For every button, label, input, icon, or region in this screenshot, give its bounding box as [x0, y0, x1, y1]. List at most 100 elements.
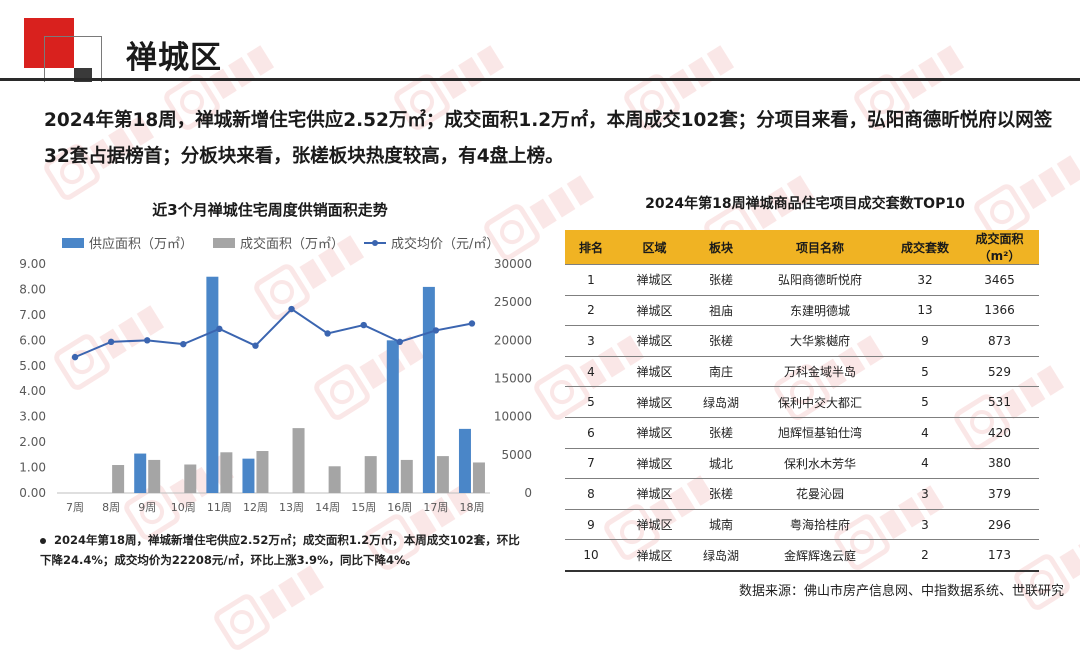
x-tick-label: 10周 — [171, 501, 196, 514]
table-cell: 禅城区 — [617, 264, 692, 296]
table-cell: 3 — [890, 478, 960, 510]
y-left-tick-label: 6.00 — [19, 333, 46, 347]
logo-red-square — [24, 18, 74, 68]
column-header: 排名 — [565, 230, 617, 265]
y-left-tick-label: 1.00 — [19, 461, 46, 475]
table-cell: 金辉辉逸云庭 — [750, 539, 890, 572]
table-cell: 3465 — [960, 264, 1039, 296]
logo-frame — [44, 36, 102, 82]
y-left-tick-label: 9.00 — [19, 257, 46, 271]
price-point — [107, 338, 115, 346]
deal-bar — [256, 451, 269, 493]
column-header: 项目名称 — [750, 230, 890, 265]
data-source: 数据来源：佛山市房产信息网、中指数据系统、世联研究 — [738, 584, 1064, 599]
summary-text: 2024年第18周，禅城新增住宅供应2.52万㎡；成交面积1.2万㎡，本周成交1… — [44, 110, 1053, 167]
title-divider — [0, 78, 1080, 81]
table-cell: 保利中交大都汇 — [750, 386, 890, 418]
table-row: 8 禅城区 张槎 花曼沁园 3 379 — [565, 478, 1039, 510]
table-cell: 380 — [960, 448, 1039, 480]
price-point — [432, 327, 440, 334]
table-cell: 4 — [890, 417, 960, 449]
deal-bar — [184, 464, 197, 493]
chart-note: 2024年第18周，禅城新增住宅供应2.52万㎡；成交面积1.2万㎡，本周成交1… — [40, 530, 530, 570]
supply-bar — [206, 276, 219, 493]
table-row: 7 禅城区 城北 保利水木芳华 4 380 — [565, 448, 1039, 480]
table-cell: 529 — [960, 356, 1039, 388]
table-cell: 5 — [890, 356, 960, 388]
deal-bar — [292, 428, 305, 493]
table-cell: 3 — [890, 509, 960, 541]
table-cell: 873 — [960, 325, 1039, 357]
table-cell: 173 — [960, 539, 1039, 572]
legend-swatch-supply — [62, 237, 84, 248]
column-header: 板块 — [692, 230, 750, 265]
table-cell: 禅城区 — [617, 509, 692, 541]
legend-item-deal: 成交面积（万㎡） — [213, 233, 344, 252]
deal-bar — [112, 465, 125, 493]
y-left-tick-label: 4.00 — [19, 384, 46, 398]
table-cell: 禅城区 — [617, 325, 692, 357]
table-cell: 296 — [960, 509, 1039, 541]
x-tick-label: 7周 — [66, 501, 84, 514]
price-point — [71, 353, 79, 361]
table-cell: 6 — [565, 417, 617, 449]
table-cell: 张槎 — [692, 417, 750, 449]
table-cell: 东建明德城 — [750, 295, 890, 327]
table-row: 4 禅城区 南庄 万科金域半岛 5 529 — [565, 356, 1039, 388]
table-cell: 弘阳商德昕悦府 — [750, 264, 890, 296]
y-left-tick-label: 8.00 — [19, 282, 46, 296]
table-cell: 旭辉恒基铂仕湾 — [750, 417, 890, 449]
table-cell: 禅城区 — [617, 448, 692, 480]
price-point — [468, 320, 476, 327]
table-cell: 城北 — [692, 448, 750, 480]
table-cell: 531 — [960, 386, 1039, 418]
y-right-tick-label: 10000 — [494, 410, 532, 424]
table-cell: 9 — [565, 509, 617, 541]
y-right-tick-label: 5000 — [501, 448, 532, 462]
table-cell: 13 — [890, 295, 960, 327]
table-cell: 大华紫樾府 — [750, 325, 890, 357]
table-cell: 花曼沁园 — [750, 478, 890, 510]
deal-bar — [400, 459, 413, 493]
x-tick-label: 17周 — [423, 501, 448, 514]
table-cell: 8 — [565, 478, 617, 510]
table-cell: 10 — [565, 539, 617, 572]
table-cell: 绿岛湖 — [692, 386, 750, 418]
table-cell: 南庄 — [692, 356, 750, 388]
table-row: 5 禅城区 绿岛湖 保利中交大都汇 5 531 — [565, 386, 1039, 418]
x-tick-label: 9周 — [138, 501, 156, 514]
table-cell: 1366 — [960, 295, 1039, 327]
supply-bar — [458, 428, 471, 493]
chart-note-text: 2024年第18周，禅城新增住宅供应2.52万㎡；成交面积1.2万㎡，本周成交1… — [40, 533, 520, 567]
column-header: 成交套数 — [890, 230, 960, 265]
table-cell: 禅城区 — [617, 539, 692, 572]
table-cell: 张槎 — [692, 264, 750, 296]
x-tick-label: 13周 — [279, 501, 304, 514]
table-row: 3 禅城区 张槎 大华紫樾府 9 873 — [565, 325, 1039, 357]
price-point — [216, 325, 223, 333]
y-right-tick-label: 30000 — [494, 257, 532, 271]
y-left-tick-label: 5.00 — [19, 359, 46, 373]
table-cell: 5 — [565, 386, 617, 418]
price-line — [74, 307, 473, 359]
deal-bar — [148, 459, 161, 493]
y-right-tick-label: 25000 — [494, 295, 532, 309]
table-cell: 粤海拾桂府 — [750, 509, 890, 541]
x-tick-label: 8周 — [102, 501, 120, 514]
price-point — [396, 338, 403, 346]
y-right-tick-label: 20000 — [494, 333, 532, 347]
supply-bar — [422, 286, 435, 493]
column-header: 成交面积（m²） — [960, 230, 1039, 265]
table-cell: 32 — [890, 264, 960, 296]
table-cell: 保利水木芳华 — [750, 448, 890, 480]
table-cell: 9 — [890, 325, 960, 357]
bullet-icon — [40, 537, 46, 544]
table-cell: 4 — [565, 356, 617, 388]
price-point — [360, 321, 367, 329]
table-cell: 4 — [890, 448, 960, 480]
y-right-tick-label: 15000 — [494, 372, 532, 386]
chart-legend: 供应面积（万㎡） 成交面积（万㎡） 成交均价（元/㎡） — [62, 233, 499, 252]
watermark-mark — [200, 560, 350, 650]
table-title: 2024年第18周禅城商品住宅项目成交套数TOP10 — [645, 196, 965, 212]
ranking-table: 排名 区域 板块 项目名称 成交套数 成交面积（m²） 1 禅城区 张槎 弘阳商德昕悦府 32 34… — [565, 230, 1039, 572]
